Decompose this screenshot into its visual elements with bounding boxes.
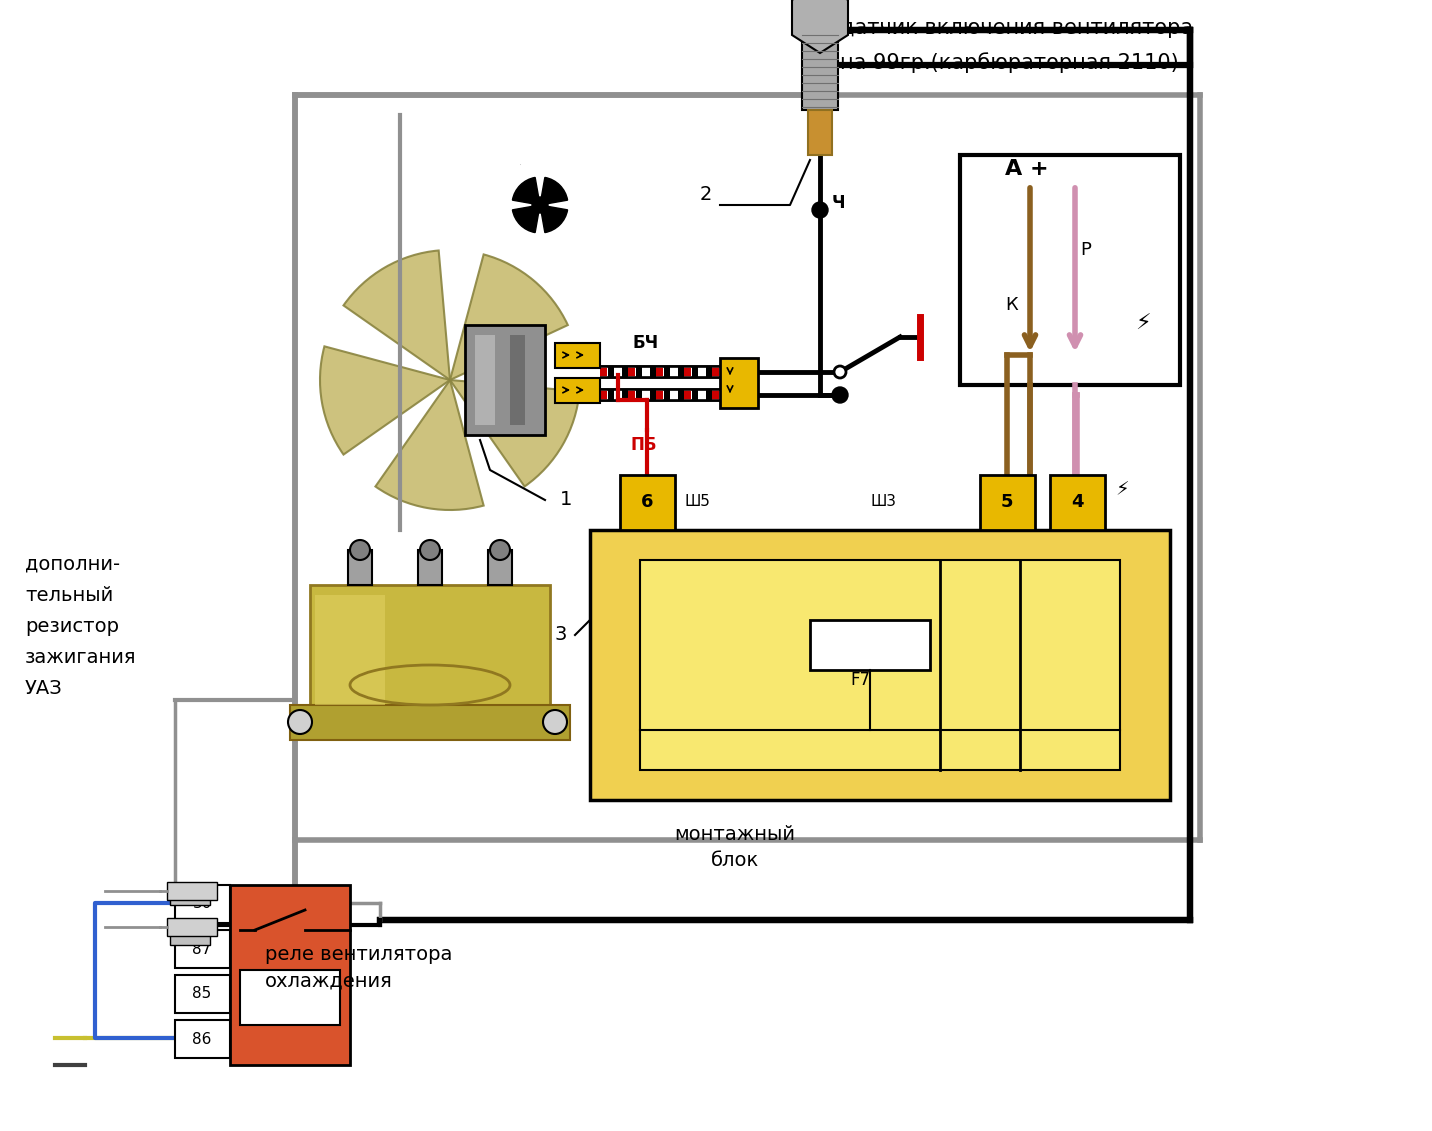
Bar bbox=[315, 595, 385, 705]
Text: 5: 5 bbox=[1001, 493, 1014, 511]
Circle shape bbox=[490, 539, 510, 560]
Text: реле вентилятора
охлаждения: реле вентилятора охлаждения bbox=[265, 946, 453, 991]
Bar bbox=[510, 335, 526, 425]
FancyBboxPatch shape bbox=[556, 378, 600, 403]
Text: Ш5: Ш5 bbox=[684, 494, 710, 509]
Text: 4: 4 bbox=[1071, 493, 1083, 511]
Bar bbox=[475, 335, 495, 425]
Bar bbox=[802, 31, 838, 110]
Bar bbox=[590, 530, 1170, 800]
Text: дополни-
тельный
резистор
зажигания
УАЗ: дополни- тельный резистор зажигания УАЗ bbox=[24, 555, 136, 698]
Bar bbox=[175, 975, 231, 1013]
Text: 86: 86 bbox=[192, 1031, 212, 1046]
Bar bbox=[640, 560, 1120, 770]
Circle shape bbox=[288, 710, 312, 734]
Text: Ч: Ч bbox=[832, 195, 845, 211]
Bar bbox=[170, 925, 211, 946]
Circle shape bbox=[543, 710, 567, 734]
Text: на 99гр.(карбюраторная 2110): на 99гр.(карбюраторная 2110) bbox=[841, 52, 1179, 72]
Bar bbox=[348, 550, 372, 585]
Wedge shape bbox=[344, 250, 450, 380]
Bar bbox=[175, 1020, 231, 1057]
Bar bbox=[309, 585, 550, 715]
Bar bbox=[231, 884, 349, 1065]
Polygon shape bbox=[792, 0, 848, 53]
Text: 30: 30 bbox=[192, 897, 212, 912]
Bar bbox=[1050, 475, 1106, 530]
Bar bbox=[175, 884, 231, 923]
Circle shape bbox=[832, 387, 848, 403]
Text: ⚡: ⚡ bbox=[1136, 314, 1151, 334]
Bar bbox=[418, 550, 442, 585]
Text: Р: Р bbox=[1080, 241, 1091, 259]
Text: ПБ: ПБ bbox=[630, 435, 656, 454]
Text: К: К bbox=[1005, 296, 1018, 314]
Wedge shape bbox=[540, 205, 567, 233]
Text: 87: 87 bbox=[192, 941, 212, 957]
Bar bbox=[168, 918, 218, 936]
Bar bbox=[808, 110, 832, 155]
Bar bbox=[979, 475, 1035, 530]
Text: БЧ: БЧ bbox=[633, 334, 659, 352]
Bar bbox=[291, 705, 570, 740]
Circle shape bbox=[420, 539, 440, 560]
Text: ⚡: ⚡ bbox=[1116, 480, 1128, 499]
Text: 1: 1 bbox=[560, 490, 573, 509]
Wedge shape bbox=[540, 178, 567, 205]
Bar bbox=[175, 930, 231, 968]
Wedge shape bbox=[513, 205, 540, 233]
Text: 3: 3 bbox=[556, 625, 567, 644]
Bar bbox=[168, 882, 218, 900]
Circle shape bbox=[833, 366, 846, 378]
Text: 6: 6 bbox=[640, 493, 653, 511]
Text: 85: 85 bbox=[192, 986, 212, 1001]
Bar bbox=[488, 550, 513, 585]
FancyBboxPatch shape bbox=[720, 359, 758, 408]
Text: монтажный
блок: монтажный блок bbox=[674, 824, 796, 871]
Circle shape bbox=[812, 202, 828, 218]
Wedge shape bbox=[513, 178, 540, 205]
Bar bbox=[170, 884, 211, 905]
FancyBboxPatch shape bbox=[556, 343, 600, 368]
Text: 2: 2 bbox=[700, 185, 712, 204]
Text: А +: А + bbox=[1005, 159, 1048, 179]
Circle shape bbox=[349, 539, 369, 560]
Wedge shape bbox=[450, 380, 580, 486]
Wedge shape bbox=[319, 346, 450, 455]
Wedge shape bbox=[450, 254, 569, 380]
Bar bbox=[620, 475, 674, 530]
Text: F7: F7 bbox=[851, 671, 871, 689]
Bar bbox=[465, 325, 546, 435]
Wedge shape bbox=[375, 380, 484, 510]
Text: Ш3: Ш3 bbox=[871, 494, 896, 509]
Bar bbox=[959, 155, 1180, 385]
Circle shape bbox=[533, 197, 548, 213]
Bar bbox=[811, 620, 929, 670]
Bar bbox=[241, 970, 339, 1025]
Text: датчик включения вентилятора: датчик включения вентилятора bbox=[841, 18, 1193, 38]
